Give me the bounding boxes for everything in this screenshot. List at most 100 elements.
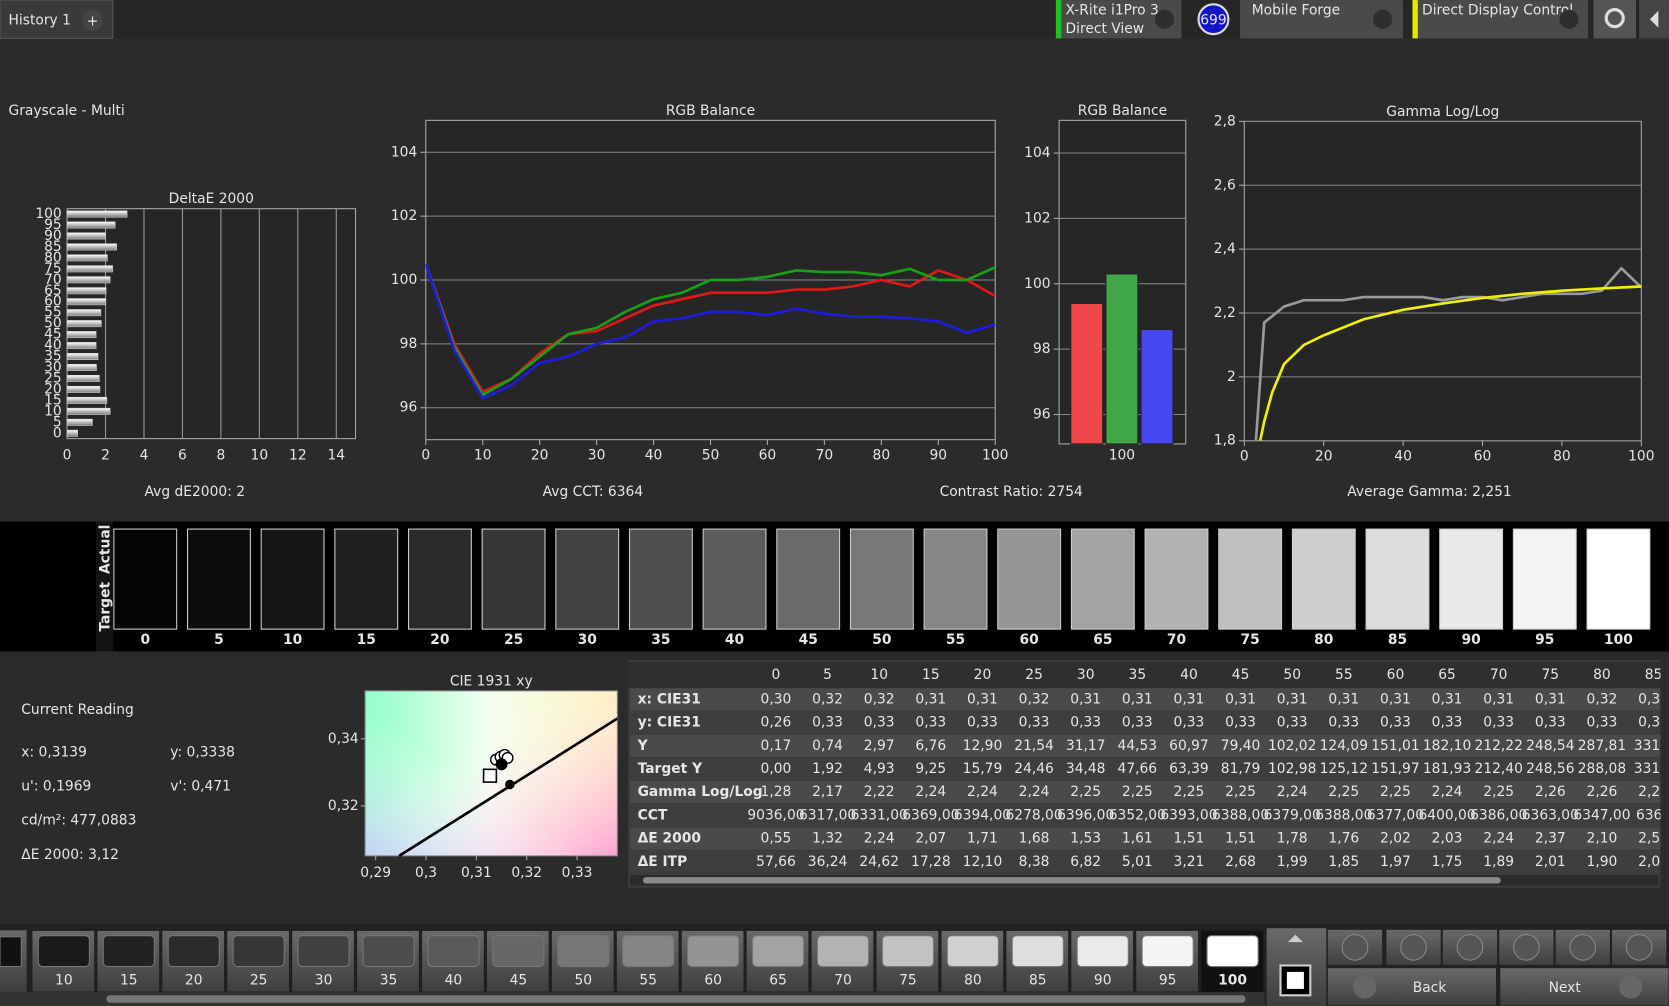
table-cell: 6394,00 xyxy=(954,807,1011,823)
table-cell: 1,28 xyxy=(761,784,792,800)
table-cell: 0,31 xyxy=(1483,691,1514,707)
bar xyxy=(66,221,116,229)
patch-swatch xyxy=(1141,935,1194,968)
y-tick-label: 2,8 xyxy=(1214,113,1236,129)
settings-button[interactable] xyxy=(1593,0,1637,39)
patch-label: 85 xyxy=(1029,972,1047,988)
x-tick-label: 8 xyxy=(216,448,225,464)
display-dropdown[interactable] xyxy=(1412,0,1589,39)
control-icon xyxy=(1569,934,1597,961)
patch xyxy=(1365,528,1430,630)
next-icon xyxy=(1618,975,1643,999)
patch-label: 80 xyxy=(1314,632,1333,648)
table-cell: 2,10 xyxy=(1587,831,1618,847)
table-cell: 0,33 xyxy=(864,715,895,731)
x-tick-label: 30 xyxy=(588,448,606,464)
table-cell: 0,30 xyxy=(761,691,792,707)
table-cell: 6386,00 xyxy=(1470,807,1527,823)
table-row xyxy=(630,781,1661,804)
chart-title: Gamma Log/Log xyxy=(1386,104,1499,120)
y-tick-label: 30 xyxy=(44,360,62,376)
display-name: Direct Display Control xyxy=(1422,3,1573,19)
table-cell: 288,08 xyxy=(1578,761,1626,777)
control-icon xyxy=(1341,934,1369,961)
patch-label: 25 xyxy=(504,632,523,648)
table-cell: 0,33 xyxy=(915,715,946,731)
table-cell: 1,32 xyxy=(812,831,843,847)
table-cell: 0,32 xyxy=(1019,691,1050,707)
summary-stat: Contrast Ratio: 2754 xyxy=(940,484,1083,500)
table-cell: 0,33 xyxy=(812,715,843,731)
bar xyxy=(66,385,101,393)
table-cell: 0,33 xyxy=(1328,715,1359,731)
patch xyxy=(555,528,620,630)
series-line xyxy=(425,263,996,397)
patch-label: 70 xyxy=(834,972,852,988)
column-header: 0 xyxy=(772,667,781,683)
row-label: x: CIE31 xyxy=(638,691,701,707)
table-cell: 1,76 xyxy=(1328,831,1359,847)
patch xyxy=(628,528,693,630)
y-tick-label: 100 xyxy=(391,272,417,288)
add-tab-button[interactable] xyxy=(81,9,104,31)
table-cell: 6363,00 xyxy=(1522,807,1579,823)
patch-swatch xyxy=(622,935,675,968)
locus-point xyxy=(505,779,515,790)
table-cell: 0,31 xyxy=(1328,691,1359,707)
table-cell: 3,21 xyxy=(1174,854,1205,870)
patch-swatch xyxy=(1011,935,1064,968)
table-cell: 0,33 xyxy=(1432,715,1463,731)
table-cell: 2,25 xyxy=(1483,784,1514,800)
table-cell: 2,17 xyxy=(812,784,843,800)
y-tick-label: 75 xyxy=(44,261,62,277)
table-cell: 1,78 xyxy=(1277,831,1308,847)
patch-label: 85 xyxy=(1388,632,1407,648)
next-button[interactable] xyxy=(1499,967,1669,1006)
table-cell: 1,85 xyxy=(1328,854,1359,870)
patch-swatch xyxy=(881,935,935,968)
page-title: Grayscale - Multi xyxy=(9,103,125,119)
table-cell: 0,74 xyxy=(812,738,843,754)
table-cell: 125,12 xyxy=(1320,761,1368,777)
add-tab-label: + xyxy=(87,13,99,29)
x-tick-label: 0,3 xyxy=(415,865,437,881)
patch xyxy=(1144,528,1209,630)
patch-swatch xyxy=(362,935,415,968)
table-cell: 2,24 xyxy=(967,784,998,800)
patch-label: 90 xyxy=(1094,972,1112,988)
gear-icon xyxy=(1604,8,1625,29)
table-cell: 182,10 xyxy=(1423,738,1471,754)
patch-swatch xyxy=(1206,935,1259,968)
table-cell: 2,24 xyxy=(1019,784,1050,800)
y-tick-label: 60 xyxy=(44,294,62,310)
bar xyxy=(66,407,111,415)
table-cell: 0,33 xyxy=(1070,715,1101,731)
reading-value: x: 0,3139 xyxy=(21,745,87,761)
table-cell: 2,24 xyxy=(1432,784,1463,800)
patch-label: 80 xyxy=(964,972,982,988)
table-cell: 1,75 xyxy=(1432,854,1463,870)
x-tick-label: 100 xyxy=(982,448,1008,464)
control-icon xyxy=(1513,934,1540,961)
patch xyxy=(334,528,399,630)
table-row xyxy=(630,688,1661,711)
scroll-thumb xyxy=(642,877,1501,884)
column-header: 25 xyxy=(1025,667,1043,683)
badge xyxy=(1197,3,1230,36)
patch-label: 10 xyxy=(55,972,73,988)
table-cell: 36,24 xyxy=(808,854,848,870)
bar xyxy=(1140,328,1174,445)
table-cell: 12,90 xyxy=(963,738,1003,754)
display-status xyxy=(1412,0,1418,39)
bar xyxy=(66,309,102,317)
row-label: y: CIE31 xyxy=(638,715,701,731)
table-cell: 2,97 xyxy=(864,738,895,754)
table-cell: 31,17 xyxy=(1066,738,1106,754)
table-cell: 9,25 xyxy=(915,761,946,777)
y-tick-label: 15 xyxy=(44,392,62,408)
patch-label: 35 xyxy=(651,632,670,648)
table-cell: 0,31 xyxy=(1225,691,1256,707)
patch-swatch xyxy=(297,935,350,968)
patch-label: 100 xyxy=(1604,632,1633,648)
meter-name: X-Rite i1Pro 3 xyxy=(1065,3,1158,19)
